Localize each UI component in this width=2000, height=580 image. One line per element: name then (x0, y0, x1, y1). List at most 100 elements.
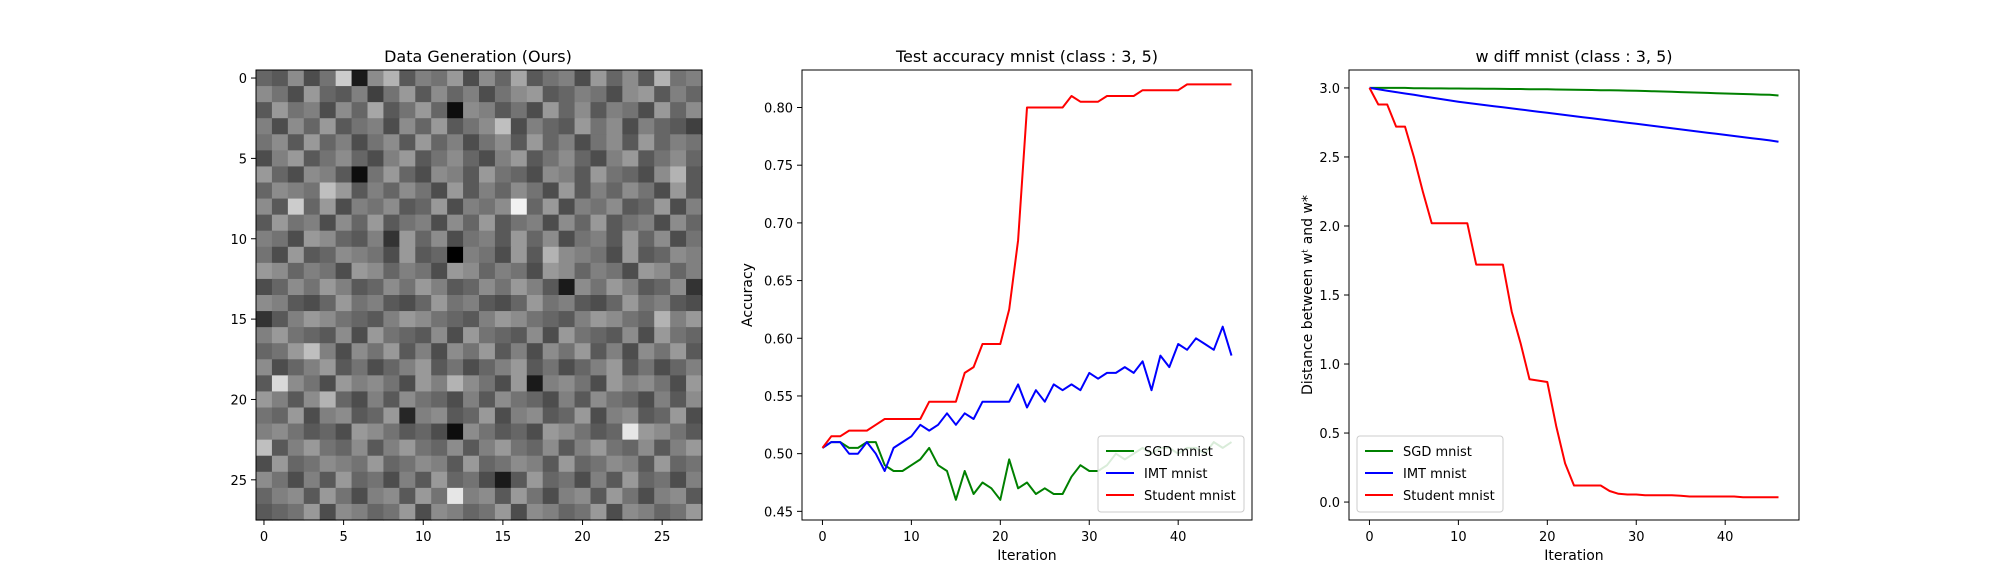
heatmap-cell (574, 375, 592, 393)
heatmap-cell (463, 230, 480, 248)
heatmap-cell (479, 375, 496, 393)
heatmap-cell (526, 150, 544, 168)
heatmap-cell (431, 70, 448, 87)
heatmap-cell (287, 487, 305, 505)
heatmap-x-tick-label: 15 (495, 530, 512, 545)
heatmap-cell (574, 503, 592, 521)
heatmap-cell (574, 214, 592, 232)
y-tick-label: 2.5 (1319, 151, 1340, 166)
heatmap-cell (303, 198, 321, 216)
heatmap-cell (271, 134, 289, 151)
heatmap-cell (319, 471, 337, 489)
heatmap-cell (256, 166, 273, 184)
heatmap-cell (383, 246, 400, 264)
y-tick-label: 0.65 (764, 275, 793, 290)
heatmap-cell (303, 278, 321, 296)
heatmap-cell (574, 246, 592, 264)
heatmap-cell (590, 407, 608, 425)
heatmap-cell (351, 262, 369, 280)
heatmap-cell (415, 455, 432, 473)
heatmap-cell (494, 102, 512, 119)
heatmap-cell (335, 278, 353, 296)
heatmap-cell (686, 262, 703, 280)
heatmap-cell (654, 230, 671, 248)
heatmap-cell (558, 182, 576, 200)
heatmap-cell (479, 262, 496, 280)
heatmap-cell (479, 295, 496, 312)
heatmap-cell (256, 343, 273, 360)
heatmap-cell (494, 439, 512, 457)
heatmap-cell (256, 278, 273, 296)
heatmap-cell (335, 214, 353, 232)
heatmap-cell (319, 118, 337, 135)
heatmap-cell (319, 439, 337, 457)
heatmap-cell (256, 375, 273, 393)
heatmap-cell (574, 230, 592, 248)
legend-label: SGD mnist (1403, 445, 1472, 460)
heatmap-cell (558, 391, 576, 409)
heatmap-cell (287, 102, 305, 119)
heatmap-cell (383, 134, 400, 151)
heatmap-cell (367, 327, 385, 344)
heatmap-cell (686, 311, 703, 328)
legend-label: SGD mnist (1144, 445, 1213, 460)
heatmap-cell (367, 182, 385, 200)
heatmap-cell (670, 198, 687, 216)
heatmap-x-tick-label: 0 (260, 530, 268, 545)
heatmap-cell (654, 391, 671, 409)
heatmap-cell (574, 150, 592, 168)
heatmap-cell (574, 118, 592, 135)
heatmap-cell (526, 214, 544, 232)
heatmap-cell (303, 359, 321, 376)
heatmap-cell (287, 70, 305, 87)
heatmap-cell (574, 70, 592, 87)
heatmap-cell (526, 278, 544, 296)
heatmap-cell (526, 455, 544, 473)
heatmap-cell (638, 262, 655, 280)
heatmap-cell (590, 471, 608, 489)
heatmap-cell (287, 295, 305, 312)
heatmap-cell (447, 214, 464, 232)
heatmap-cell (271, 262, 289, 280)
x-tick-label: 0 (1365, 530, 1373, 545)
heatmap-cell (686, 182, 703, 200)
heatmap-cell (654, 214, 671, 232)
heatmap-cell (542, 487, 560, 505)
heatmap-cell (494, 246, 512, 264)
legend-label: Student mnist (1403, 489, 1495, 504)
heatmap-cell (590, 311, 608, 328)
heatmap-cell (574, 278, 592, 296)
heatmap-cell (479, 86, 496, 103)
heatmap-cell (431, 423, 448, 441)
heatmap-cell (415, 343, 432, 360)
heatmap-cell (431, 359, 448, 376)
heatmap-cell (654, 246, 671, 264)
heatmap-cell (415, 359, 432, 376)
heatmap-cell (622, 150, 639, 168)
heatmap-cell (319, 391, 337, 409)
heatmap-cell (479, 246, 496, 264)
heatmap-cell (510, 86, 528, 103)
heatmap-cell (351, 166, 369, 184)
heatmap-cell (415, 487, 432, 505)
heatmap-cell (558, 198, 576, 216)
heatmap-cell (542, 471, 560, 489)
heatmap-cell (606, 118, 623, 135)
heatmap-cell (367, 423, 385, 441)
heatmap-x-tick-label: 10 (415, 530, 432, 545)
heatmap-cell (494, 503, 512, 521)
heatmap-cell (319, 503, 337, 521)
heatmap-cell (431, 118, 448, 135)
legend-box (1097, 435, 1245, 513)
heatmap-cell (351, 182, 369, 200)
heatmap-cell (510, 230, 528, 248)
heatmap-cell (287, 391, 305, 409)
heatmap-cell (670, 278, 687, 296)
heatmap-cell (399, 455, 416, 473)
heatmap-cell (654, 375, 671, 393)
heatmap-cell (638, 423, 655, 441)
heatmap-cell (606, 214, 623, 232)
heatmap-cell (558, 230, 576, 248)
heatmap-cell (287, 166, 305, 184)
